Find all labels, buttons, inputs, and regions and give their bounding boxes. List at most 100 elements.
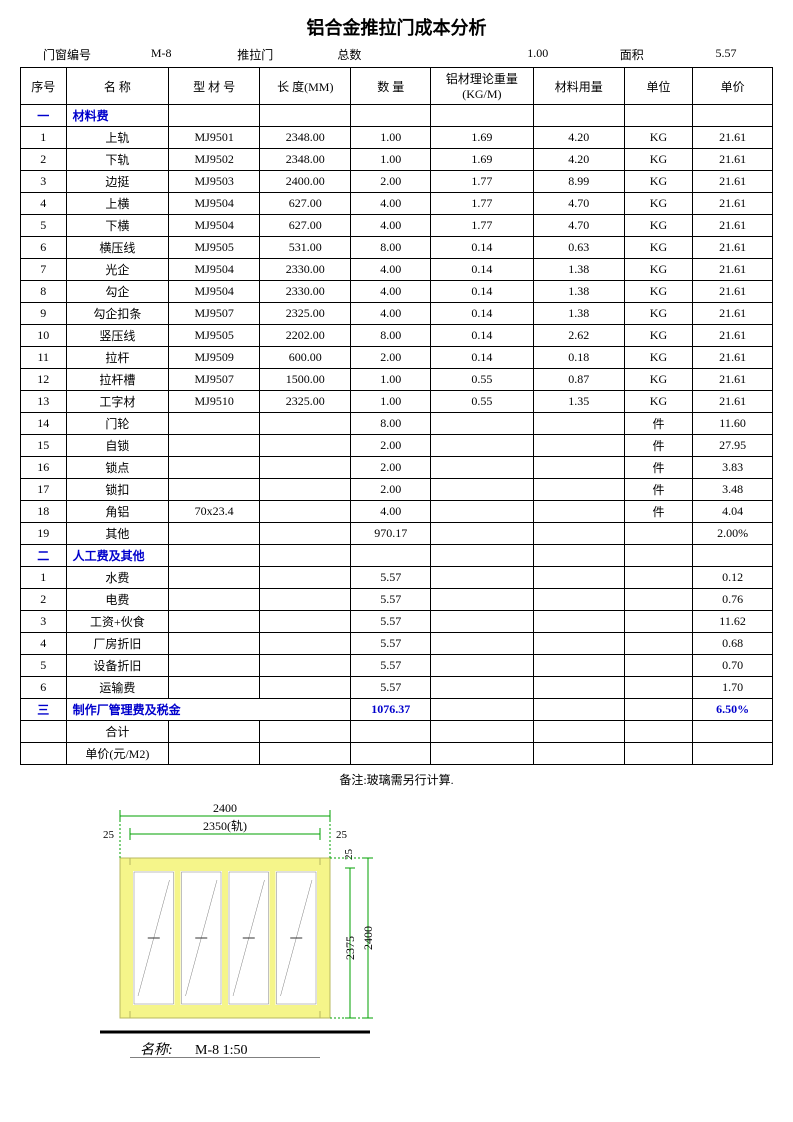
table-cell: 0.76 [693, 589, 773, 611]
table-row: 二人工费及其他 [21, 545, 773, 567]
table-cell: KG [624, 259, 692, 281]
table-cell: 18 [21, 501, 67, 523]
table-cell: 0.14 [431, 325, 534, 347]
table-cell: KG [624, 303, 692, 325]
table-cell: 2.00 [351, 435, 431, 457]
table-cell: 1.77 [431, 193, 534, 215]
table-row: 3边挺MJ95032400.002.001.778.99KG21.61 [21, 171, 773, 193]
table-cell: 0.14 [431, 303, 534, 325]
table-cell: 2348.00 [260, 127, 351, 149]
table-cell: 件 [624, 479, 692, 501]
table-cell [431, 413, 534, 435]
table-cell: 531.00 [260, 237, 351, 259]
table-cell: 6 [21, 677, 67, 699]
table-cell [260, 721, 351, 743]
table-cell: 1.35 [533, 391, 624, 413]
table-cell [431, 721, 534, 743]
table-cell [431, 655, 534, 677]
table-cell [431, 479, 534, 501]
table-cell: 人工费及其他 [66, 545, 169, 567]
table-cell: 6.50% [693, 699, 773, 721]
table-cell: 0.14 [431, 347, 534, 369]
table-cell [533, 633, 624, 655]
table-cell: 1.69 [431, 127, 534, 149]
table-cell [260, 633, 351, 655]
table-cell: 4.00 [351, 501, 431, 523]
table-cell: 17 [21, 479, 67, 501]
table-row: 11拉杆MJ9509600.002.000.140.18KG21.61 [21, 347, 773, 369]
table-cell: 2325.00 [260, 303, 351, 325]
table-cell: 厂房折旧 [66, 633, 169, 655]
table-cell [533, 545, 624, 567]
table-cell [533, 655, 624, 677]
col-header: 长 度(MM) [260, 68, 351, 105]
table-cell: 拉杆 [66, 347, 169, 369]
table-cell [533, 413, 624, 435]
table-cell: 3 [21, 171, 67, 193]
table-cell [533, 611, 624, 633]
table-cell [169, 457, 260, 479]
table-cell [431, 699, 534, 721]
table-row: 6运输费5.571.70 [21, 677, 773, 699]
table-cell: 其他 [66, 523, 169, 545]
table-cell: 2.00 [351, 457, 431, 479]
table-cell: 2348.00 [260, 149, 351, 171]
col-header: 数 量 [351, 68, 431, 105]
table-cell [693, 545, 773, 567]
table-cell: 2202.00 [260, 325, 351, 347]
svg-text:M-8 1:50: M-8 1:50 [195, 1043, 248, 1058]
svg-text:2350(轨): 2350(轨) [203, 819, 247, 833]
table-cell [624, 655, 692, 677]
table-cell: 2.00 [351, 171, 431, 193]
table-cell [624, 743, 692, 765]
table-cell: 一 [21, 105, 67, 127]
table-cell [624, 677, 692, 699]
table-row: 6横压线MJ9505531.008.000.140.63KG21.61 [21, 237, 773, 259]
table-cell: 21.61 [693, 193, 773, 215]
table-cell: 1 [21, 127, 67, 149]
table-cell [431, 523, 534, 545]
info-row: 门窗编号 M-8 推拉门 总数 1.00 面积 5.57 [20, 46, 773, 67]
table-cell: 21.61 [693, 171, 773, 193]
svg-text:2400: 2400 [213, 801, 237, 815]
table-cell: 5 [21, 215, 67, 237]
table-cell [624, 105, 692, 127]
table-cell: 2.00 [351, 479, 431, 501]
table-cell: 4 [21, 633, 67, 655]
table-cell: 1 [21, 567, 67, 589]
table-cell: 门轮 [66, 413, 169, 435]
info-total: 1.00 [491, 46, 585, 63]
table-cell: 4.20 [533, 149, 624, 171]
table-cell: 二 [21, 545, 67, 567]
table-row: 3工资+伙食5.5711.62 [21, 611, 773, 633]
table-cell [624, 721, 692, 743]
table-cell: 1.70 [693, 677, 773, 699]
info-id-label: 门窗编号 [20, 46, 114, 63]
table-cell: 3.48 [693, 479, 773, 501]
table-cell: 8.00 [351, 237, 431, 259]
note: 备注:玻璃需另行计算. [20, 771, 773, 788]
table-cell: 2.62 [533, 325, 624, 347]
table-cell: 2 [21, 149, 67, 171]
table-cell: 14 [21, 413, 67, 435]
table-cell: 5.57 [351, 677, 431, 699]
table-cell: 2330.00 [260, 259, 351, 281]
table-row: 4上横MJ9504627.004.001.774.70KG21.61 [21, 193, 773, 215]
table-cell [169, 523, 260, 545]
table-cell: 0.14 [431, 259, 534, 281]
table-row: 15自锁2.00件27.95 [21, 435, 773, 457]
table-cell: 11.60 [693, 413, 773, 435]
table-cell [169, 435, 260, 457]
table-cell [169, 413, 260, 435]
table-cell [260, 105, 351, 127]
table-cell: 边挺 [66, 171, 169, 193]
table-cell: KG [624, 193, 692, 215]
table-cell: 3 [21, 611, 67, 633]
table-cell [260, 523, 351, 545]
table-row: 12拉杆槽MJ95071500.001.000.550.87KG21.61 [21, 369, 773, 391]
table-cell: 1.38 [533, 303, 624, 325]
info-id: M-8 [114, 46, 208, 63]
table-cell: 自锁 [66, 435, 169, 457]
info-total-label: 总数 [302, 46, 396, 63]
table-cell: 21.61 [693, 237, 773, 259]
